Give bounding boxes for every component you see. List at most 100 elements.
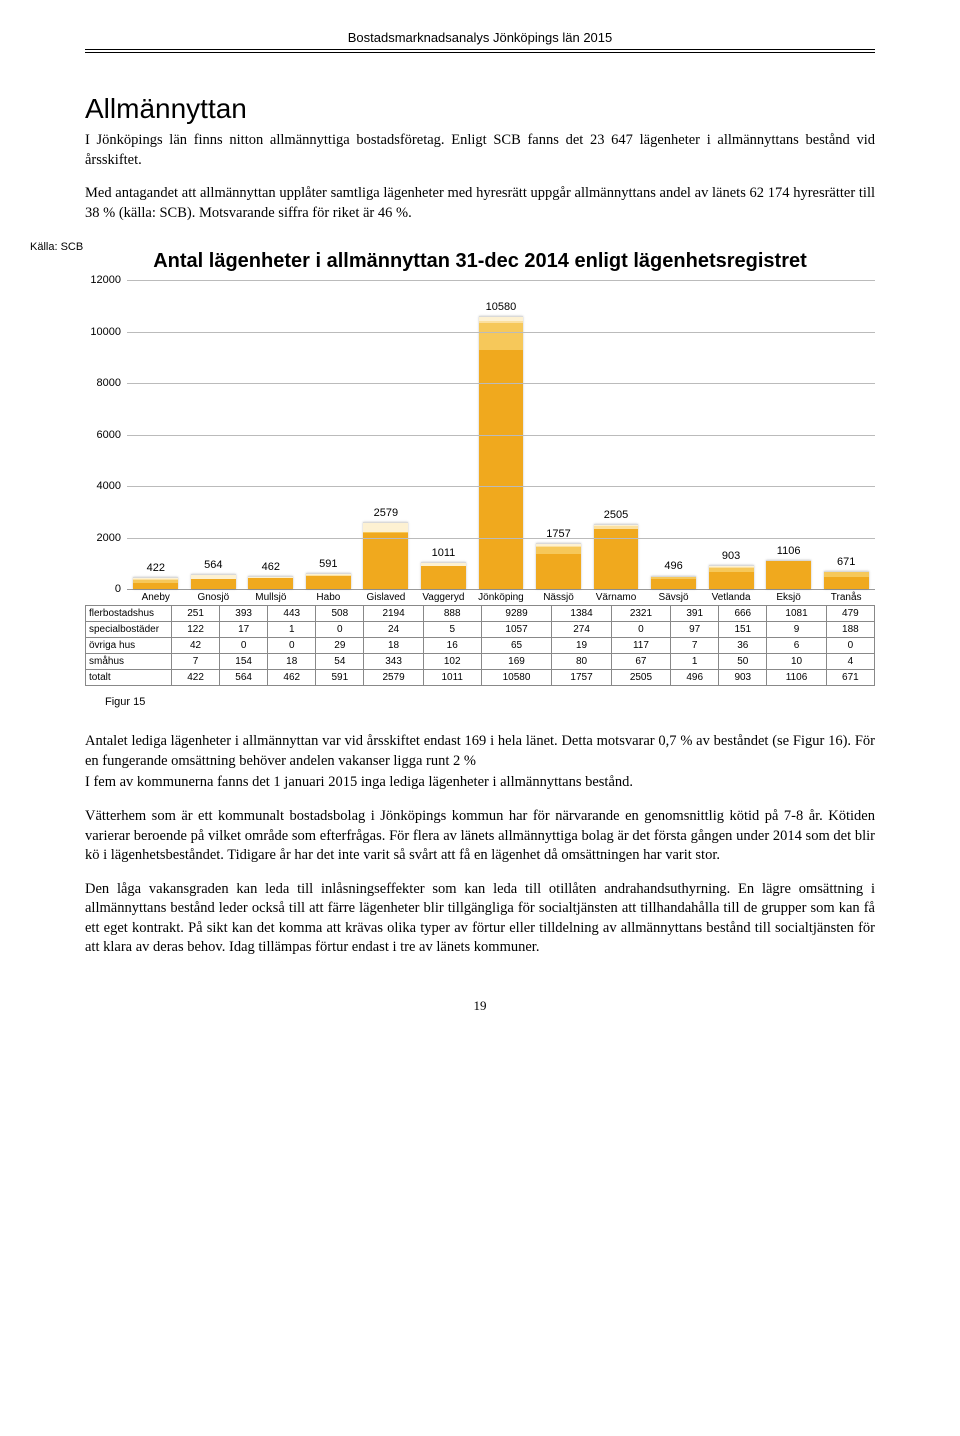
paragraph-4: I fem av kommunerna fanns det 1 januari …	[85, 773, 875, 793]
table-cell: 1384	[552, 606, 611, 622]
table-cell: 343	[364, 654, 423, 670]
table-cell: 443	[268, 606, 316, 622]
bar-stack	[824, 571, 869, 589]
row-header: småhus	[86, 654, 172, 670]
bar-stack	[651, 576, 696, 590]
bar-chart: 020004000600080001000012000 422564462591…	[127, 280, 875, 590]
paragraph-3: Antalet lediga lägenheter i allmännyttan…	[85, 732, 875, 771]
table-cell: 0	[826, 638, 874, 654]
table-cell: 274	[552, 622, 611, 638]
bar-total-label: 1011	[432, 547, 456, 559]
gridline	[127, 435, 875, 436]
table-cell: 7	[172, 654, 220, 670]
y-axis: 020004000600080001000012000	[85, 280, 127, 589]
bar-total-label: 564	[204, 559, 222, 571]
section-title: Allmännyttan	[85, 93, 875, 125]
table-cell: 564	[220, 670, 268, 686]
bar-segment	[133, 583, 178, 589]
table-cell: 97	[671, 622, 719, 638]
bar-segment	[248, 578, 293, 589]
bar-total-label: 422	[147, 562, 165, 574]
table-cell: 0	[316, 622, 364, 638]
y-tick-label: 12000	[90, 274, 121, 286]
bar-total-label: 10580	[486, 301, 517, 313]
table-cell: 666	[719, 606, 767, 622]
table-cell: 496	[671, 670, 719, 686]
table-cell: 65	[481, 638, 552, 654]
bar-stack	[191, 574, 236, 590]
table-cell: 154	[220, 654, 268, 670]
table-cell: 391	[671, 606, 719, 622]
bar-total-label: 496	[664, 560, 682, 572]
table-row: småhus715418543431021698067150104	[86, 654, 875, 670]
category-label: Aneby	[127, 592, 185, 603]
gridline	[127, 538, 875, 539]
gridline	[127, 332, 875, 333]
bar-total-label: 903	[722, 550, 740, 562]
bar-segment	[363, 523, 408, 532]
table-cell: 9	[767, 622, 826, 638]
table-cell: 169	[481, 654, 552, 670]
table-cell: 671	[826, 670, 874, 686]
bar-stack	[133, 577, 178, 589]
table-cell: 16	[423, 638, 481, 654]
table-cell: 1	[671, 654, 719, 670]
gridline	[127, 486, 875, 487]
bar-total-label: 1106	[777, 545, 801, 557]
table-cell: 19	[552, 638, 611, 654]
table-cell: 10580	[481, 670, 552, 686]
table-cell: 1757	[552, 670, 611, 686]
table-cell: 508	[316, 606, 364, 622]
table-cell: 1011	[423, 670, 481, 686]
paragraph-2: Med antagandet att allmännyttan upplåter…	[85, 184, 875, 223]
bar-segment	[536, 554, 581, 590]
category-label: Vetlanda	[702, 592, 760, 603]
table-cell: 6	[767, 638, 826, 654]
table-cell: 36	[719, 638, 767, 654]
page-number: 19	[85, 998, 875, 1014]
table-cell: 17	[220, 622, 268, 638]
table-cell: 888	[423, 606, 481, 622]
bar-stack	[594, 524, 639, 589]
table-cell: 2321	[611, 606, 670, 622]
table-cell: 0	[268, 638, 316, 654]
table-cell: 117	[611, 638, 670, 654]
bar-stack	[536, 543, 581, 589]
category-label: Gnosjö	[185, 592, 243, 603]
gridline	[127, 383, 875, 384]
y-tick-label: 8000	[97, 377, 121, 389]
header-rule-bottom	[85, 52, 875, 53]
category-label: Mullsjö	[242, 592, 300, 603]
table-cell: 50	[719, 654, 767, 670]
gridline	[127, 280, 875, 281]
category-label: Habo	[300, 592, 358, 603]
bar-total-label: 2505	[604, 509, 628, 521]
bar-segment	[479, 323, 524, 350]
paragraph-6: Den låga vakansgraden kan leda till inlå…	[85, 880, 875, 958]
table-cell: 9289	[481, 606, 552, 622]
page-header: Bostadsmarknadsanalys Jönköpings län 201…	[85, 30, 875, 45]
table-cell: 2579	[364, 670, 423, 686]
bar-total-label: 2579	[374, 507, 398, 519]
bar-stack	[306, 573, 351, 589]
table-cell: 18	[364, 638, 423, 654]
table-cell: 188	[826, 622, 874, 638]
table-cell: 479	[826, 606, 874, 622]
table-row: specialbostäder1221710245105727409715191…	[86, 622, 875, 638]
table-cell: 80	[552, 654, 611, 670]
bar-segment	[709, 572, 754, 589]
paragraph-5: Vätterhem som är ett kommunalt bostadsbo…	[85, 807, 875, 866]
table-cell: 1106	[767, 670, 826, 686]
table-cell: 591	[316, 670, 364, 686]
table-cell: 10	[767, 654, 826, 670]
bar-segment	[191, 579, 236, 589]
chart-source: Källa: SCB	[30, 241, 820, 253]
bar-segment	[479, 350, 524, 589]
table-cell: 42	[172, 638, 220, 654]
bar-segment	[824, 577, 869, 589]
category-label: Tranås	[817, 592, 875, 603]
table-row: totalt4225644625912579101110580175725054…	[86, 670, 875, 686]
table-cell: 462	[268, 670, 316, 686]
table-cell: 1	[268, 622, 316, 638]
y-tick-label: 2000	[97, 532, 121, 544]
